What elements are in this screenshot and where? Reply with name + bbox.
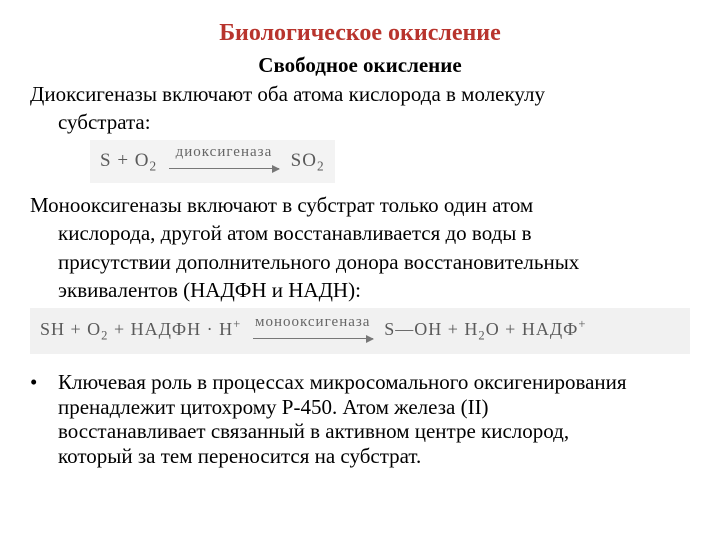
reaction1-label: диоксигеназа bbox=[163, 144, 285, 161]
reaction2-rhs-b: O + НАДФ bbox=[486, 319, 579, 339]
mono-para-line2: кислорода, другой атом восстанавливается… bbox=[30, 221, 690, 245]
dioxy-para-line2: субстрата: bbox=[30, 110, 690, 134]
reaction2-lhs-a: SH + O bbox=[40, 319, 101, 339]
reaction2-rhs-a: S—OH + H bbox=[384, 319, 478, 339]
bullet-line2: пренадлежит цитохрому Р-450. Атом железа… bbox=[58, 395, 690, 420]
dioxy-para-line1: Диоксигеназы включают оба атома кислород… bbox=[30, 82, 690, 106]
mono-para-line1: Монооксигеназы включают в субстрат тольк… bbox=[30, 193, 690, 217]
bullet-line1: Ключевая роль в процессах микросомальног… bbox=[58, 370, 690, 395]
reaction1-lhs: S + O bbox=[100, 150, 150, 171]
reaction1-lhs-sub: 2 bbox=[150, 159, 158, 174]
arrow-icon bbox=[253, 338, 373, 339]
reaction2-lhs-b-sup: + bbox=[233, 317, 241, 331]
reaction2-label: монооксигеназа bbox=[247, 314, 379, 331]
reaction1-rhs: SO bbox=[291, 150, 317, 171]
mono-para-line3: присутствии дополнительного донора восст… bbox=[30, 250, 690, 274]
bullet-text: Ключевая роль в процессах микросомальног… bbox=[58, 370, 690, 469]
reaction-mono: SH + O2 + НАДФН · H+ монооксигеназа S—OH… bbox=[30, 308, 690, 354]
reaction1-arrow-wrap: диоксигеназа bbox=[163, 144, 285, 179]
reaction2-rhs-b-sup: + bbox=[578, 317, 586, 331]
bullet-marker: • bbox=[30, 370, 58, 469]
bullet-line3: восстанавливает связанный в активном цен… bbox=[58, 419, 690, 444]
mono-para-line4: эквивалентов (НАДФН и НАДН): bbox=[30, 278, 690, 302]
reaction2-arrow-wrap: монооксигеназа bbox=[247, 314, 379, 348]
reaction1-rhs-sub: 2 bbox=[317, 159, 325, 174]
reaction-dioxy: S + O2 диоксигеназа SO2 bbox=[90, 140, 335, 183]
reaction2-lhs-b: + НАДФН · H bbox=[108, 319, 233, 339]
page-title: Биологическое окисление bbox=[30, 20, 690, 47]
bullet-line4: который за тем переносится на субстрат. bbox=[58, 444, 690, 469]
bullet-item: • Ключевая роль в процессах микросомальн… bbox=[30, 370, 690, 469]
reaction2-rhs-a-sub: 2 bbox=[478, 329, 485, 343]
page-subtitle: Свободное окисление bbox=[30, 53, 690, 78]
arrow-icon bbox=[169, 168, 279, 169]
